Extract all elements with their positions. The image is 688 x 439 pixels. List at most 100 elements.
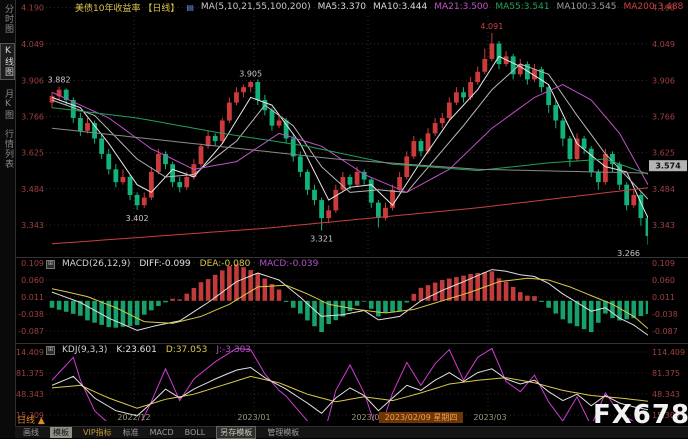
macd-hist-bar <box>262 278 268 301</box>
kdj-panel <box>51 347 648 421</box>
macd-hist-bar <box>241 267 246 301</box>
bottom-tab-macd[interactable]: MACD <box>149 428 174 437</box>
y-axis-label: -0.038 <box>18 310 44 319</box>
x-axis-label: 2023/03 <box>473 413 506 422</box>
candle-body <box>475 71 481 83</box>
candle-body <box>510 56 516 75</box>
current-price-box <box>649 160 687 172</box>
y-axis-label: 0.011 <box>21 293 44 302</box>
macd-hist-bar <box>418 287 424 301</box>
y-axis-label: 0.011 <box>652 293 675 302</box>
candle-body <box>411 141 417 157</box>
macd-hist-bar <box>106 300 112 328</box>
ma-line-ma100 <box>51 127 648 174</box>
macd-hist-bar <box>404 300 410 303</box>
price-annotation: 3.402 <box>126 214 149 223</box>
ma21-value: MA21:3.500 <box>434 2 489 12</box>
bottom-tab-vip-indicators[interactable]: VIP指标 <box>83 428 112 437</box>
macd-hist-bar <box>198 282 204 301</box>
ma-line-ma55 <box>51 107 648 175</box>
candle-body <box>595 171 601 183</box>
selected-date-box <box>379 412 463 423</box>
sidebar-tab-quote-list[interactable]: 行情列表 <box>3 129 13 169</box>
price-annotation: 3.905 <box>239 70 262 79</box>
candle-body <box>241 87 246 93</box>
bottom-tab-draw[interactable]: 画线 <box>23 428 39 437</box>
candle-body <box>553 105 559 121</box>
candle-body <box>496 43 502 65</box>
ma-line-ma200 <box>51 187 648 245</box>
candle-body <box>269 110 275 126</box>
candle-body <box>77 117 83 131</box>
macd-hist-bar <box>645 300 648 314</box>
y-axis-label: 15.309 <box>652 411 680 420</box>
macd-hist-bar <box>78 300 83 316</box>
candle-body <box>532 69 537 80</box>
macd-hist-bar <box>468 273 473 301</box>
y-axis-label: 3.343 <box>652 221 675 230</box>
sidebar-tab-time-chart[interactable]: 分时图 <box>3 4 13 34</box>
macd-hist-bar <box>361 300 367 302</box>
candle-body <box>397 176 403 190</box>
bottom-tab-manage-template[interactable]: 管理模板 <box>267 428 300 437</box>
macd-hist-bar <box>92 300 97 323</box>
bottom-tab-standard[interactable]: 标准 <box>122 428 139 437</box>
y-axis-label: 114.409 <box>652 348 685 357</box>
ma-settings-icon[interactable]: ▤ <box>186 2 194 12</box>
kdj-j-value: J:-3.303 <box>216 345 252 355</box>
y-axis-label: 0.109 <box>652 259 675 268</box>
macd-hist-bar <box>581 300 587 330</box>
macd-hist-bar <box>305 300 310 321</box>
candle-body <box>127 176 133 195</box>
y-axis-label: 3.625 <box>652 149 675 158</box>
candle-body <box>468 82 474 98</box>
macd-hist-bar <box>475 273 480 301</box>
macd-hist-bar <box>354 300 360 306</box>
bottom-tab-save-template[interactable]: 另存模板 <box>216 426 257 439</box>
macd-hist-bar <box>141 300 147 315</box>
candle-body <box>205 135 211 147</box>
bottom-tab-template[interactable]: 模板 <box>50 427 72 438</box>
candle-body <box>567 138 573 160</box>
macd-hist-bar <box>390 300 395 312</box>
ma-line-ma5 <box>51 55 648 219</box>
y-axis-label: 4.049 <box>652 40 675 49</box>
candle-body <box>482 58 488 72</box>
macd-hist-bar <box>184 293 190 301</box>
macd-hist-bar <box>269 284 275 301</box>
candle-body <box>340 176 346 190</box>
ma-line-ma10 <box>51 63 648 200</box>
candle-body <box>446 102 452 118</box>
panel-expand-icon[interactable]: ⊞ <box>46 345 55 355</box>
sidebar-tab-monthly[interactable]: 月K图 <box>3 89 13 120</box>
macd-hist-bar <box>248 270 253 301</box>
candle-body <box>489 43 495 59</box>
macd-hist-bar <box>205 279 211 301</box>
macd-hist-bar <box>333 300 339 321</box>
price-annotation: 4.091 <box>480 22 503 31</box>
sidebar-tab-kline[interactable]: K线图 <box>0 43 15 80</box>
candle-body <box>170 164 176 183</box>
macd-hist-bar <box>489 271 495 301</box>
candle-body <box>141 197 147 206</box>
ma10-value: MA10:3.444 <box>373 2 428 12</box>
y-axis-label: -0.087 <box>652 327 678 336</box>
macd-hist-bar <box>227 266 232 301</box>
y-axis-label: 81.375 <box>652 369 680 378</box>
timeframe-selector[interactable]: 日线 ▲ <box>17 416 45 426</box>
candle-body <box>255 82 261 100</box>
panel-expand-icon[interactable]: ⊞ <box>46 259 55 269</box>
macd-hist-bar <box>425 285 431 301</box>
candle-body <box>56 89 62 97</box>
y-axis-label: 48.343 <box>652 390 680 399</box>
bottom-tab-boll[interactable]: BOLL <box>184 428 206 437</box>
macd-hist-bar <box>120 300 126 327</box>
macd-hist-bar <box>191 287 197 301</box>
candle-body <box>156 153 161 172</box>
macd-hist-bar <box>567 300 573 324</box>
macd-hist-bar <box>546 300 551 308</box>
y-axis-label: 81.375 <box>16 369 44 378</box>
candle-body <box>333 189 339 211</box>
kdj-title: KDJ(9,3,3) <box>62 345 108 355</box>
